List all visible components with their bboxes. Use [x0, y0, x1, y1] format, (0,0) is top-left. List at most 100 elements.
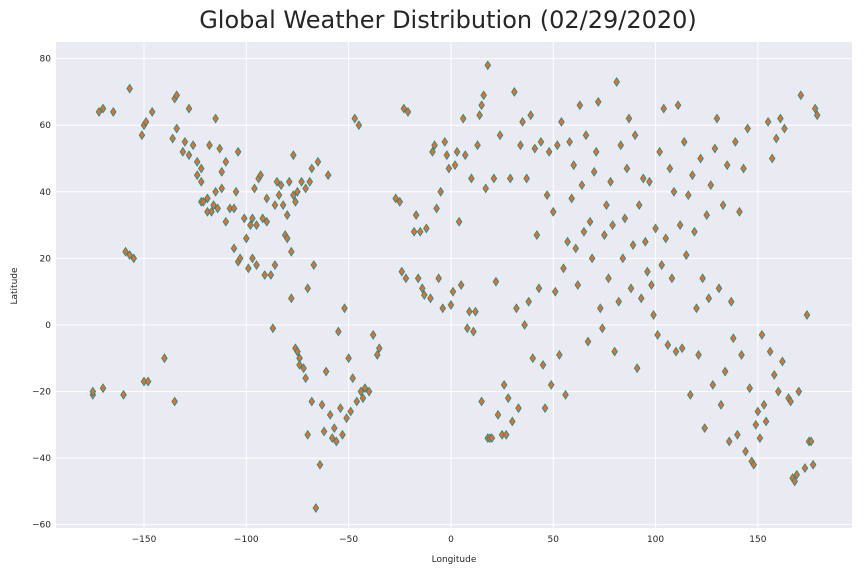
data-point	[668, 273, 676, 284]
y-tick-label: −60	[32, 521, 51, 531]
data-point	[646, 176, 653, 187]
data-point	[312, 503, 320, 513]
data-point	[353, 396, 361, 407]
data-point	[813, 110, 821, 121]
data-point	[523, 173, 530, 184]
data-point	[200, 196, 207, 207]
data-point	[461, 150, 469, 161]
data-point	[230, 203, 238, 214]
data-point	[126, 83, 133, 94]
data-point	[120, 389, 127, 400]
data-point	[703, 210, 710, 221]
data-point	[429, 146, 436, 157]
y-tick-label: 80	[40, 55, 52, 65]
y-tick-label: 60	[40, 121, 52, 131]
data-point	[138, 130, 146, 141]
data-point	[513, 303, 520, 314]
data-point	[449, 286, 457, 297]
data-point	[302, 183, 309, 194]
data-point	[263, 193, 271, 204]
data-point	[218, 166, 226, 177]
data-point	[304, 429, 311, 440]
grid	[56, 42, 852, 528]
data-point	[658, 260, 665, 270]
data-point	[615, 296, 623, 307]
data-point	[568, 193, 575, 204]
data-point	[290, 150, 297, 161]
data-point	[738, 349, 745, 360]
data-point	[537, 136, 545, 147]
data-point	[249, 253, 256, 264]
data-point	[392, 193, 399, 204]
data-point	[727, 296, 735, 307]
data-point	[300, 363, 307, 374]
data-point	[457, 280, 465, 290]
data-point	[198, 163, 205, 174]
data-point	[212, 113, 219, 124]
data-point	[582, 130, 590, 141]
data-point	[781, 123, 788, 134]
data-point	[797, 90, 805, 101]
y-tick-label: 40	[40, 188, 52, 198]
data-point	[605, 273, 612, 284]
data-point	[664, 339, 672, 350]
data-point	[756, 433, 764, 444]
data-point	[517, 140, 524, 151]
data-point	[222, 156, 230, 167]
data-point	[572, 243, 580, 254]
data-point	[302, 373, 309, 384]
data-point	[777, 113, 784, 124]
data-point	[574, 280, 582, 290]
data-point	[290, 190, 297, 201]
data-point	[441, 136, 449, 147]
data-point	[288, 293, 295, 304]
data-point	[341, 303, 348, 314]
data-point	[590, 166, 598, 177]
data-point	[609, 220, 616, 231]
data-point	[803, 310, 811, 320]
data-point	[576, 100, 584, 111]
data-point	[283, 210, 291, 221]
data-point	[607, 176, 614, 187]
data-point	[435, 273, 442, 284]
data-point	[306, 176, 314, 187]
data-point	[670, 186, 678, 197]
data-point	[410, 226, 418, 237]
data-point	[453, 146, 461, 157]
data-point	[396, 196, 404, 207]
data-point	[744, 123, 751, 134]
data-point	[236, 253, 244, 264]
data-point	[515, 403, 522, 414]
data-point	[525, 296, 532, 307]
data-point	[279, 200, 287, 211]
data-point	[793, 469, 801, 480]
data-point	[148, 106, 156, 117]
data-point	[324, 170, 332, 181]
data-point	[484, 60, 492, 71]
data-point	[715, 283, 723, 294]
data-point	[787, 396, 794, 407]
data-point	[619, 253, 627, 264]
data-point	[709, 379, 717, 390]
data-point	[685, 190, 692, 201]
data-point	[331, 423, 338, 434]
data-point	[521, 320, 528, 330]
data-point	[333, 436, 340, 447]
data-point	[635, 200, 643, 211]
data-point	[717, 399, 725, 410]
data-point	[705, 293, 713, 304]
data-point	[666, 163, 674, 174]
data-point	[779, 356, 786, 367]
data-point	[267, 270, 275, 280]
data-point	[689, 170, 696, 181]
data-point	[795, 386, 803, 397]
data-point	[691, 226, 698, 237]
data-point	[676, 220, 684, 231]
data-point	[294, 186, 301, 197]
data-point	[764, 116, 772, 127]
data-point	[173, 123, 181, 134]
data-point	[627, 283, 635, 294]
data-point	[660, 103, 668, 114]
data-point	[185, 103, 193, 114]
data-point	[791, 476, 798, 487]
